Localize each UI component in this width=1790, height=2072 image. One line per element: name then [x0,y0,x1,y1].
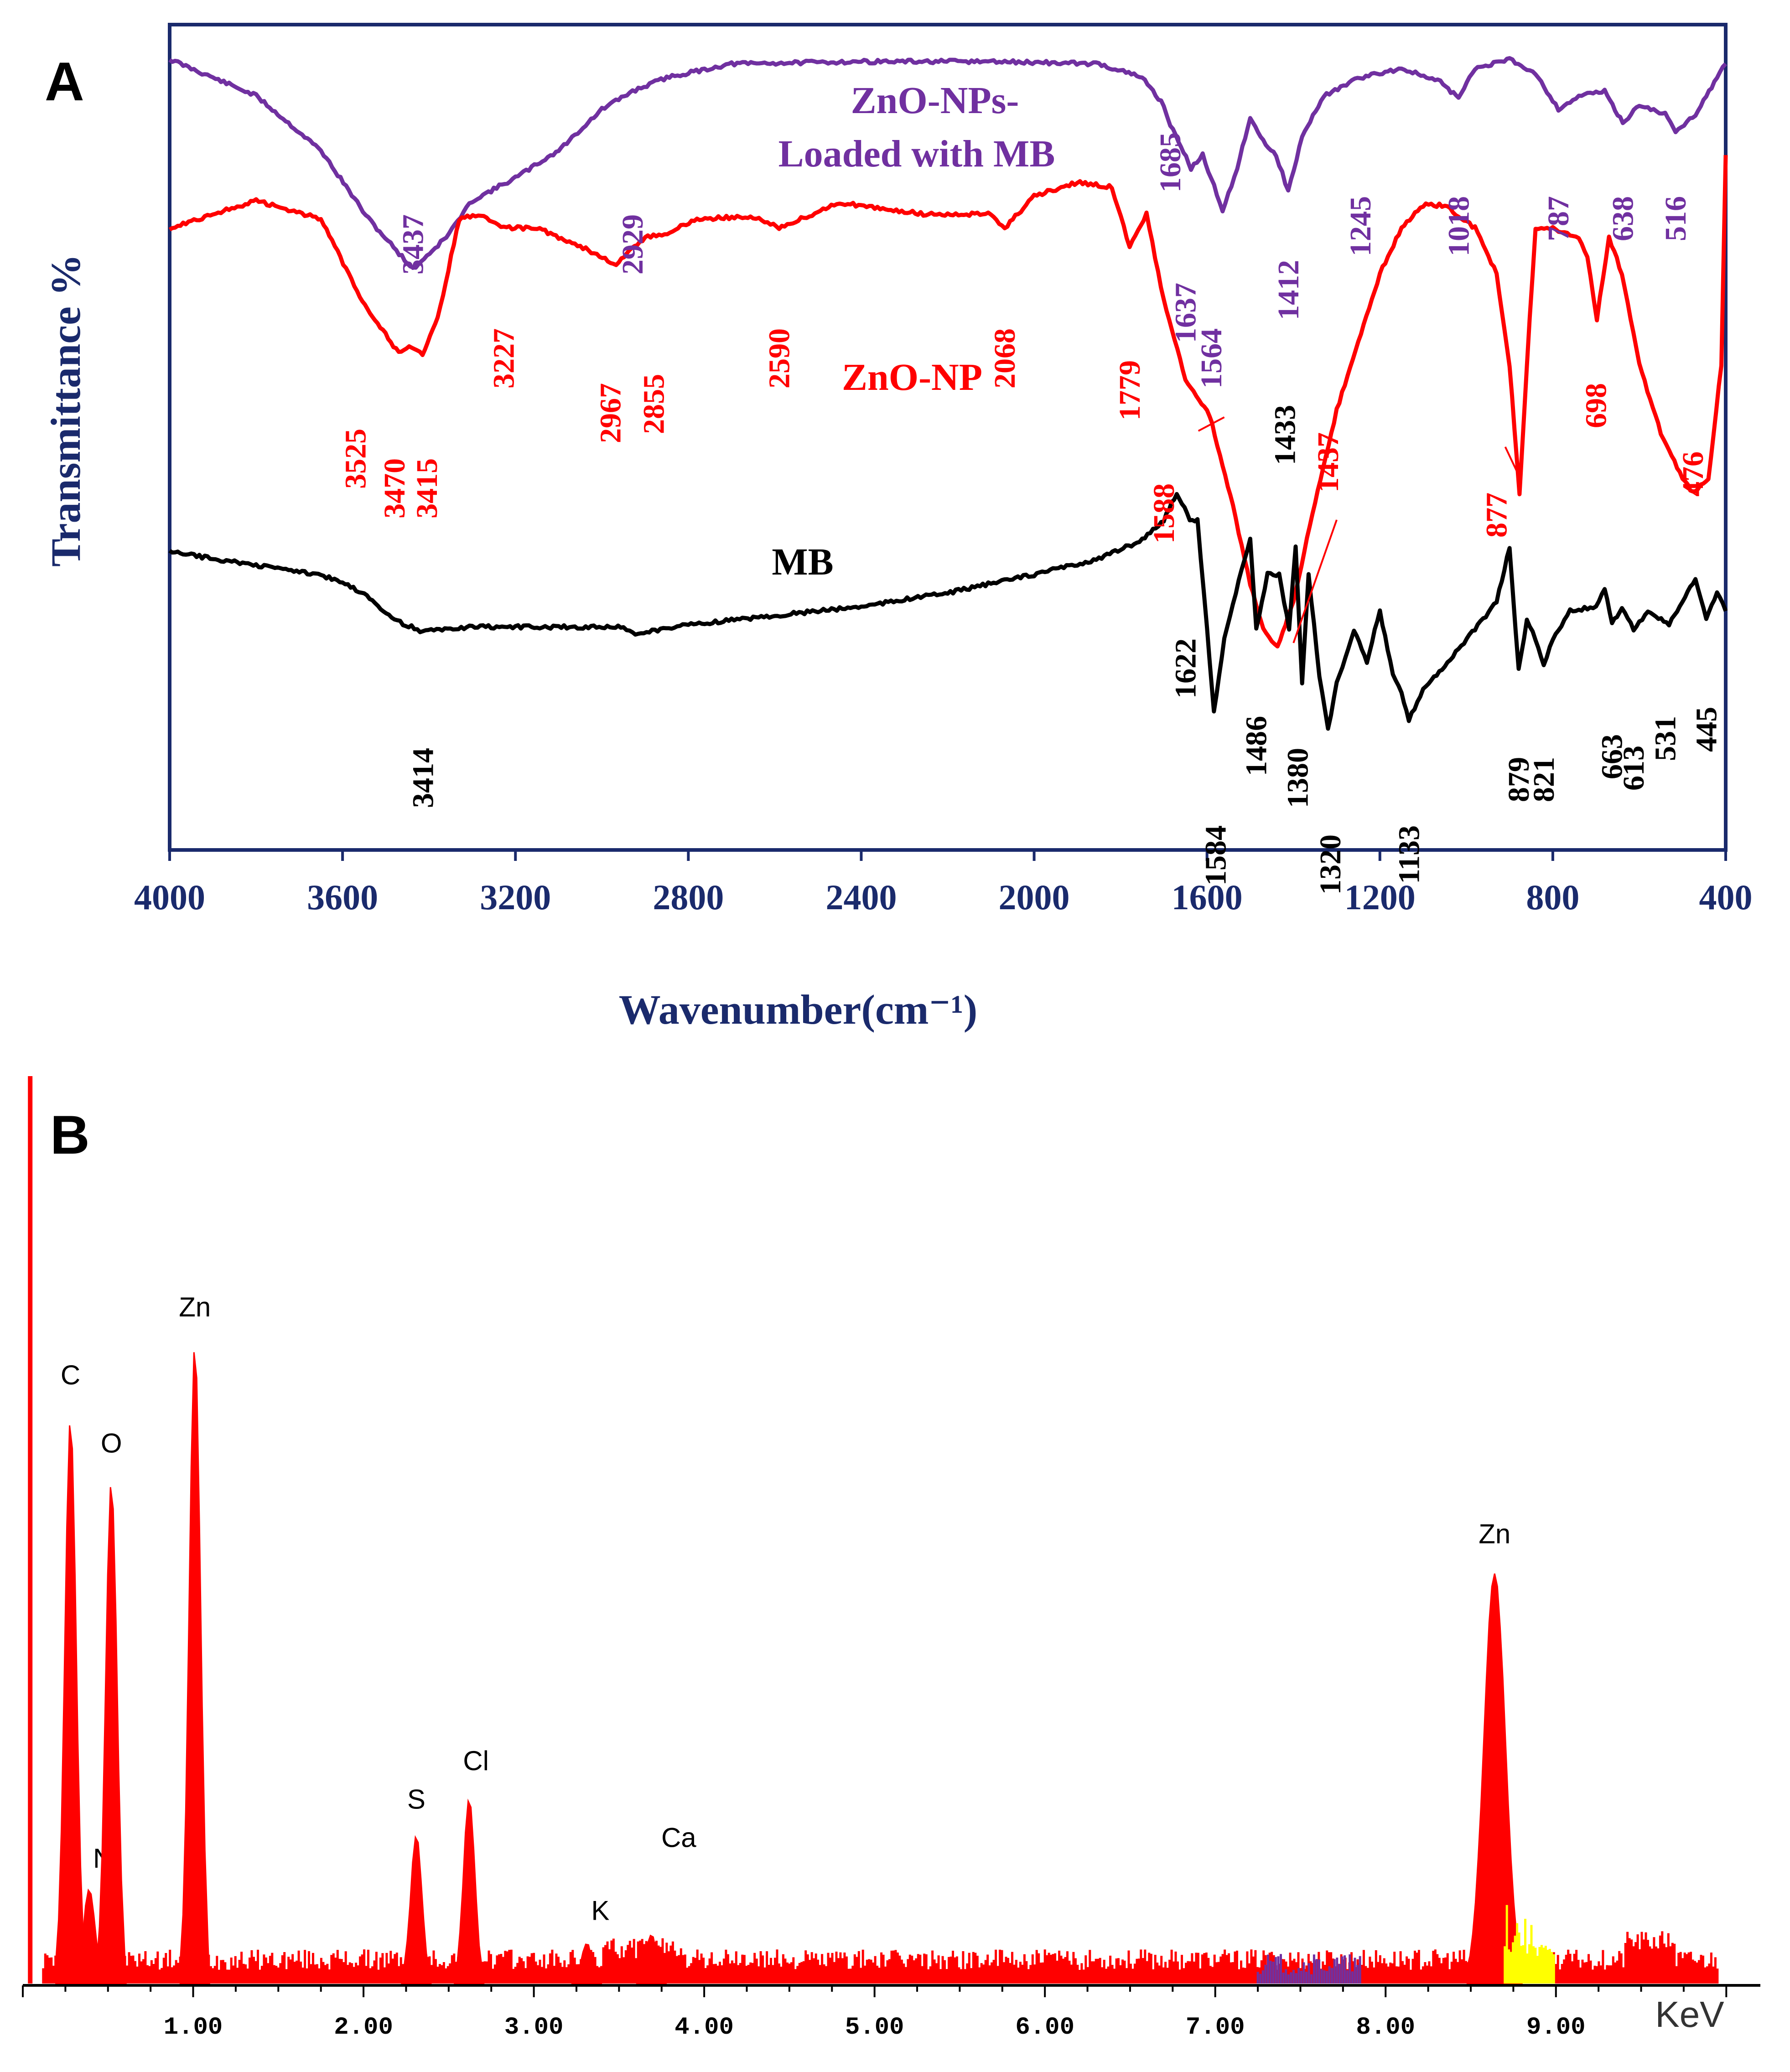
edx-x-tick-label: 7.00 [1186,2014,1245,2041]
ftir-peak-label: 3470 [378,458,411,518]
edx-peak-s [401,1835,432,1984]
ftir-peak-label: 1486 [1240,716,1273,776]
edx-x-tick-label: 1.00 [164,2014,223,2041]
ftir-peak-label: 1685 [1154,132,1187,192]
ftir-peak-label: 3227 [488,328,521,388]
ftir-peak-label: 1245 [1344,196,1377,256]
ftir-x-tick-label: 400 [1699,877,1753,917]
edx-element-label: Cl [463,1746,489,1776]
edx-background-bars [1256,1954,1361,1984]
edx-x-tick-label: 3.00 [504,2014,564,2041]
ftir-peak-label: 476 [1676,451,1710,497]
edx-x-tick-label: 8.00 [1356,2014,1415,2041]
ftir-x-tick-label: 1200 [1344,877,1416,917]
edx-highlight-bars [1504,1905,1555,1984]
edx-element-label: Zn [1479,1519,1510,1549]
ftir-series-line [168,155,1728,649]
ftir-series-line [168,56,1728,270]
ftir-peak-label: 3415 [410,458,444,518]
ftir-peak-label: 3437 [397,214,430,275]
ftir-x-tick-label: 4000 [134,877,205,917]
edx-element-label: K [591,1895,609,1926]
ftir-plot-frame [168,23,1728,852]
ftir-peak-label: 698 [1580,383,1613,428]
ftir-peak-label: 787 [1542,196,1575,241]
ftir-peak-label: 2068 [988,328,1022,388]
ftir-peak-label: 1320 [1314,834,1347,895]
ftir-peak-label: 516 [1659,196,1692,241]
ftir-peak-label: 2967 [594,383,628,443]
edx-peak-ca [636,1934,667,1984]
ftir-peak-label: 1637 [1169,283,1202,343]
ftir-peak-label: 1588 [1147,483,1181,544]
ftir-peak-label: 877 [1480,492,1514,538]
ftir-peak-label: 1437 [1312,432,1345,492]
edx-zero-peak [28,1076,33,1984]
ftir-series-line [168,492,1728,731]
ftir-peak-label: 821 [1527,757,1561,802]
ftir-x-tick-label: 2400 [825,877,897,917]
ftir-x-tick-label: 2800 [653,877,724,917]
edx-element-label: O [101,1428,122,1459]
edx-x-tick-label: 6.00 [1015,2014,1074,2041]
ftir-peak-label: 445 [1690,707,1723,752]
edx-chart: CNOZnSClKCaZn1.002.003.004.005.006.007.0… [22,1076,1760,2041]
ftir-series-label: MB [772,541,833,583]
ftir-peak-label: 3414 [406,748,440,808]
edx-x-tick-label: 5.00 [845,2014,904,2041]
edx-element-label: C [61,1360,80,1390]
ftir-series-label: ZnO-NPs- [851,79,1019,122]
edx-element-label: S [407,1784,425,1815]
ftir-peak-label: 613 [1617,746,1650,791]
edx-peak-c [55,1425,86,1984]
ftir-peak-label: 1433 [1268,405,1302,465]
ftir-peak-label: 638 [1606,196,1640,241]
edx-x-axis-unit: KeV [1655,1994,1724,2035]
ftir-x-tick-label: 800 [1526,877,1579,917]
ftir-peak-label: 1779 [1113,360,1147,420]
ftir-x-tick-label: 3200 [480,877,551,917]
ftir-peak-label: 2855 [638,374,671,434]
panel-a-letter: A [45,51,84,112]
ftir-chart: 4000 3600 3200 2800 2400 2000 1600 1200 800 400 Zn… [134,56,1753,917]
ftir-y-axis-label: Transmittance % [42,254,89,567]
ftir-series-label: Loaded with MB [778,133,1055,175]
ftir-leader-line [1504,446,1519,475]
ftir-leader-line [1292,519,1338,643]
ftir-x-tick-label: 3600 [307,877,378,917]
edx-peak-zn [179,1352,210,1984]
ftir-x-axis-label: Wavenumber(cm⁻¹) [619,986,977,1033]
ftir-peak-label: 879 [1502,757,1536,802]
edx-element-label: Zn [179,1292,211,1322]
edx-peak-k [571,1943,602,1984]
panel-b-letter: B [50,1104,90,1166]
edx-x-tick-label: 4.00 [674,2014,734,2041]
ftir-peak-label: 2929 [616,214,649,275]
ftir-peak-label: 3525 [339,429,373,489]
edx-peak-cl [454,1798,485,1984]
ftir-x-tick-label: 2000 [999,877,1070,917]
ftir-leader-line [1198,416,1225,432]
ftir-peak-label: 1564 [1195,328,1228,388]
edx-x-tick-label: 2.00 [334,2014,393,2041]
ftir-series-label: ZnO-NP [842,356,982,399]
edx-background-bars [42,1931,1719,1984]
edx-peak-o [96,1487,127,1984]
ftir-peak-label: 1412 [1272,260,1305,320]
ftir-peak-label: 1018 [1442,196,1475,256]
ftir-x-tick-label: 1600 [1172,877,1243,917]
ftir-peak-label: 1133 [1392,825,1426,884]
edx-x-tick-label: 9.00 [1526,2014,1586,2041]
ftir-peak-label: 663 [1596,734,1629,779]
ftir-peak-label: 531 [1649,716,1682,761]
ftir-peak-label: 1584 [1199,825,1233,886]
ftir-peak-label: 2590 [763,328,796,388]
edx-element-label: Ca [661,1823,696,1853]
ftir-peak-label: 1380 [1282,748,1315,808]
ftir-peak-label: 1622 [1169,638,1202,699]
edx-peak-zn [1466,1573,1523,1984]
